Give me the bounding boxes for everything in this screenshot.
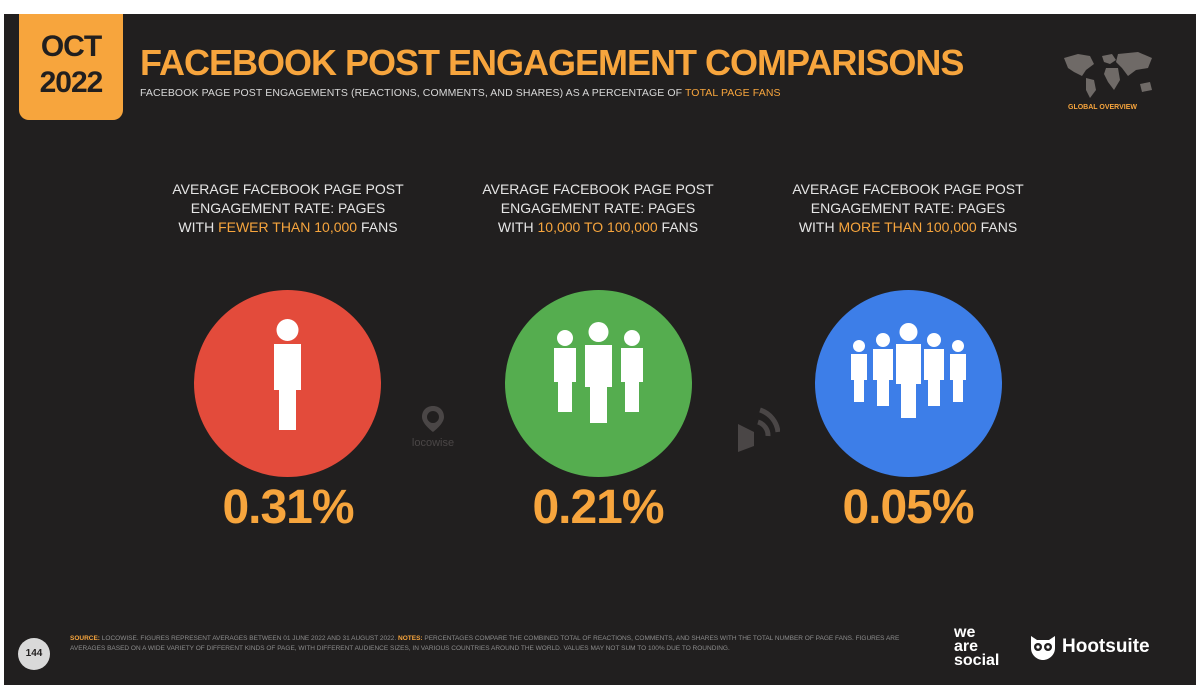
label-accent: FEWER THAN 10,000 [218,219,358,235]
label-line-2: ENGAGEMENT RATE: PAGES [810,200,1006,216]
date-year: 2022 [39,66,104,99]
locowise-text: locowise [411,437,455,449]
subtitle-accent: TOTAL PAGE FANS [684,87,781,99]
label-line-2: ENGAGEMENT RATE: PAGES [500,200,696,216]
slide: OCT 2022 FACEBOOK POST ENGAGEMENT COMPAR… [4,14,1196,685]
label-pre: WITH [497,219,538,235]
notes-text: PERCENTAGES COMPARE THE COMBINED TOTAL O… [70,635,900,652]
world-map-icon [1064,52,1152,98]
label-post: FANS [357,219,398,235]
hootsuite-logo: Hootsuite [1028,634,1150,660]
label-post: FANS [657,219,699,235]
column-10k-to-100k: AVERAGE FACEBOOK PAGE POST ENGAGEMENT RA… [458,180,738,237]
blue-circle [815,290,1002,477]
page-title: FACEBOOK POST ENGAGEMENT COMPARISONS [140,42,964,83]
subtitle-main: FACEBOOK PAGE POST ENGAGEMENTS (REACTION… [140,87,685,99]
column-fewer-than-10k: AVERAGE FACEBOOK PAGE POST ENGAGEMENT RA… [148,180,428,237]
date-month: OCT [40,30,102,63]
column-label: AVERAGE FACEBOOK PAGE POST ENGAGEMENT RA… [458,180,738,237]
label-line-1: AVERAGE FACEBOOK PAGE POST [482,181,714,197]
label-pre: WITH [798,219,839,235]
was-line-2: are [954,638,979,655]
page-subtitle: FACEBOOK PAGE POST ENGAGEMENTS (REACTION… [140,87,781,99]
source-text: LOCOWISE. FIGURES REPRESENT AVERAGES BET… [99,635,399,642]
label-line-3: WITH MORE THAN 100,000 FANS [768,218,1048,237]
we-are-social-logo: we are social [954,624,1000,669]
footer-notes: SOURCE: LOCOWISE. FIGURES REPRESENT AVER… [70,634,930,654]
five-people-icon [851,323,966,418]
broadcast-logo-icon [738,407,780,452]
locowise-logo: locowise [408,406,458,449]
source-label: SOURCE: [70,635,100,642]
hootsuite-text: Hootsuite [1062,636,1150,657]
column-label: AVERAGE FACEBOOK PAGE POST ENGAGEMENT RA… [768,180,1048,237]
percentage-value: 0.05% [842,481,974,534]
label-line-2: ENGAGEMENT RATE: PAGES [190,200,386,216]
page-number: 144 [18,638,50,670]
was-line-3: social [954,652,1000,669]
label-post: FANS [976,219,1018,235]
percentage-value: 0.21% [532,481,664,534]
column-more-than-100k: AVERAGE FACEBOOK PAGE POST ENGAGEMENT RA… [768,180,1048,237]
label-line-1: AVERAGE FACEBOOK PAGE POST [172,181,404,197]
label-accent: MORE THAN 100,000 [838,219,977,235]
label-line-3: WITH 10,000 TO 100,000 FANS [458,218,738,237]
was-line-1: we [954,624,976,641]
green-circle [505,290,692,477]
owl-icon [1031,636,1055,660]
red-circle [194,290,381,477]
column-label: AVERAGE FACEBOOK PAGE POST ENGAGEMENT RA… [148,180,428,237]
label-line-3: WITH FEWER THAN 10,000 FANS [148,218,428,237]
percentage-value: 0.31% [222,481,354,534]
label-accent: 10,000 TO 100,000 [537,219,658,235]
single-person-icon [274,319,301,430]
region-label: GLOBAL OVERVIEW [1068,104,1137,111]
notes-label: NOTES: [398,635,423,642]
three-people-icon [554,322,643,423]
label-line-1: AVERAGE FACEBOOK PAGE POST [792,181,1024,197]
date-badge: OCT 2022 [19,14,123,120]
locowise-icon [422,406,444,432]
label-pre: WITH [178,219,219,235]
